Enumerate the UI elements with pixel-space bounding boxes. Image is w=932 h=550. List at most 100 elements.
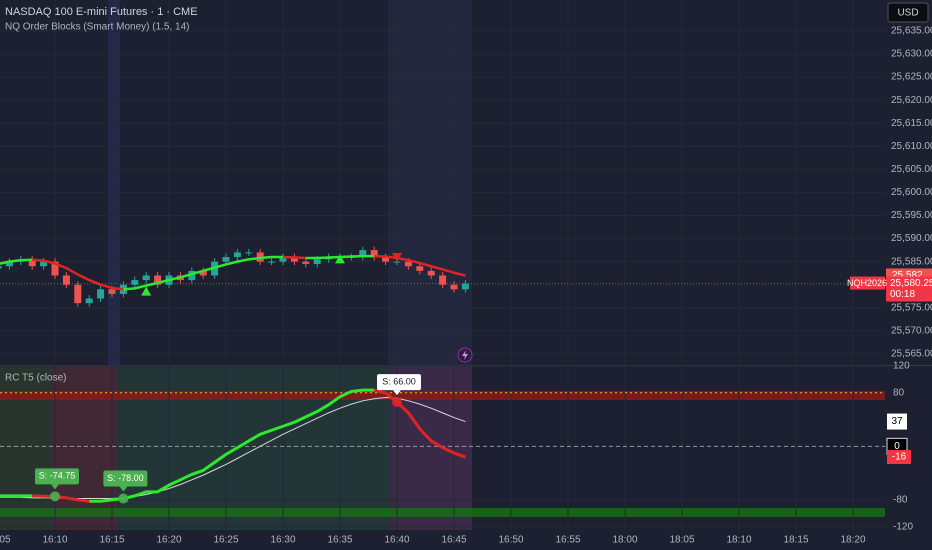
- annotation-box: [35, 468, 79, 485]
- y-tick-label: 25,610.00: [891, 141, 932, 152]
- candle-body: [393, 261, 401, 263]
- x-tick-label: 16:40: [384, 535, 409, 546]
- chart-subtitle: NQ Order Blocks (Smart Money) (1.5, 14): [5, 22, 190, 33]
- annotation-pointer: [393, 390, 401, 396]
- indicator-line: [89, 388, 375, 503]
- candle-body: [427, 270, 435, 276]
- symbol-tag: NQH2026: [847, 278, 887, 288]
- x-tick-label: 16:20: [156, 535, 181, 546]
- candle-body: [131, 280, 139, 285]
- last-price: 25,580.25: [890, 278, 932, 289]
- y-tick-label: 25,590.00: [891, 233, 932, 244]
- zone-band: [0, 366, 52, 530]
- candle-body: [51, 261, 59, 276]
- chart-title: NASDAQ 100 E-mini Futures · 1 · CME: [5, 6, 198, 18]
- y-tick-label: -120: [893, 521, 913, 532]
- candle-body: [40, 261, 48, 267]
- candle-body: [290, 257, 298, 262]
- annotation-dot: [118, 493, 129, 504]
- candle-body: [142, 275, 150, 281]
- candle-body: [85, 298, 93, 304]
- y-tick-label: 25,570.00: [891, 325, 932, 336]
- candle-body: [233, 252, 241, 258]
- x-tick-label: 16:50: [498, 535, 523, 546]
- indicator-line: [373, 388, 466, 459]
- candle-body: [461, 283, 469, 290]
- x-tick-label: 16:35: [327, 535, 352, 546]
- candle-body: [108, 289, 116, 294]
- y-tick-label: 120: [893, 361, 910, 372]
- candle-body: [313, 259, 321, 264]
- y-tick-label: 0: [894, 441, 900, 452]
- candle-body: [404, 261, 412, 267]
- candle-body: [0, 266, 2, 269]
- annotation-label: S: -78.00: [107, 473, 144, 483]
- annotation-pointer: [119, 486, 128, 492]
- y-tick-label: 25,635.00: [891, 26, 932, 37]
- zone-band: [52, 366, 118, 530]
- zone-band: [118, 366, 390, 530]
- candle-body: [359, 250, 367, 258]
- currency[interactable]: USD: [897, 8, 918, 19]
- session-band: [388, 0, 472, 365]
- signal-marker: [141, 286, 152, 296]
- countdown: 00:18: [890, 289, 915, 300]
- annotation-dot: [50, 491, 60, 502]
- candle-body: [245, 252, 253, 254]
- annotation-pointer: [51, 484, 59, 490]
- tag-box: [887, 413, 907, 430]
- candle-body: [199, 270, 207, 276]
- candle-body: [416, 266, 424, 271]
- value-last: -16: [892, 452, 907, 463]
- x-tick-label: 18:10: [726, 535, 751, 546]
- y-tick-label: 80: [893, 387, 905, 398]
- candle-body: [188, 270, 196, 281]
- candle-body: [28, 259, 36, 267]
- candle-body: [279, 257, 287, 262]
- overbought-band: [0, 391, 885, 400]
- annotation-box: [377, 374, 421, 391]
- currency-box[interactable]: [887, 2, 929, 23]
- candle-body: [370, 250, 378, 258]
- indicator-line: [32, 494, 90, 503]
- tag-box: [887, 450, 911, 465]
- candle-body: [97, 289, 105, 299]
- y-tick-label: 25,585.00: [891, 256, 932, 267]
- y-tick-label: 25,565.00: [891, 349, 932, 360]
- candle-body: [154, 275, 162, 285]
- x-tick-label: 18:00: [612, 535, 637, 546]
- y-tick-label: 25,625.00: [891, 72, 932, 83]
- x-tick-label: 18:05: [669, 535, 694, 546]
- tag-box: [886, 276, 932, 302]
- y-tick-label: -80: [893, 495, 908, 506]
- y-tick-label: 25,605.00: [891, 164, 932, 175]
- x-tick-label: 16:15: [99, 535, 124, 546]
- indicator-line: [374, 254, 466, 277]
- session-band: [108, 0, 120, 365]
- x-tick-label: 16:10: [42, 535, 67, 546]
- candle-body: [382, 257, 390, 262]
- x-tick-label: 18:15: [783, 535, 808, 546]
- y-tick-label: 25,595.00: [891, 210, 932, 221]
- indicator-line: [282, 255, 306, 260]
- symbol-box: [850, 276, 885, 290]
- pane-title: RC T5 (close): [5, 373, 67, 384]
- signal-last: 37: [891, 416, 903, 427]
- indicator-line: [123, 255, 283, 291]
- x-tick-label: 16:05: [0, 535, 11, 546]
- candle-body: [62, 275, 70, 285]
- alert-bolt: [462, 350, 468, 360]
- zone-band: [390, 366, 472, 530]
- indicator-line: [32, 258, 124, 291]
- oversold-band: [0, 508, 885, 517]
- candle-body: [302, 261, 310, 264]
- x-tick-label: 16:45: [441, 535, 466, 546]
- signal-marker: [335, 254, 345, 264]
- annotation-label: S: -74.75: [39, 471, 76, 481]
- candle-body: [5, 261, 13, 267]
- y-tick-label: 25,600.00: [891, 187, 932, 198]
- y-tick-label: 25,620.00: [891, 95, 932, 106]
